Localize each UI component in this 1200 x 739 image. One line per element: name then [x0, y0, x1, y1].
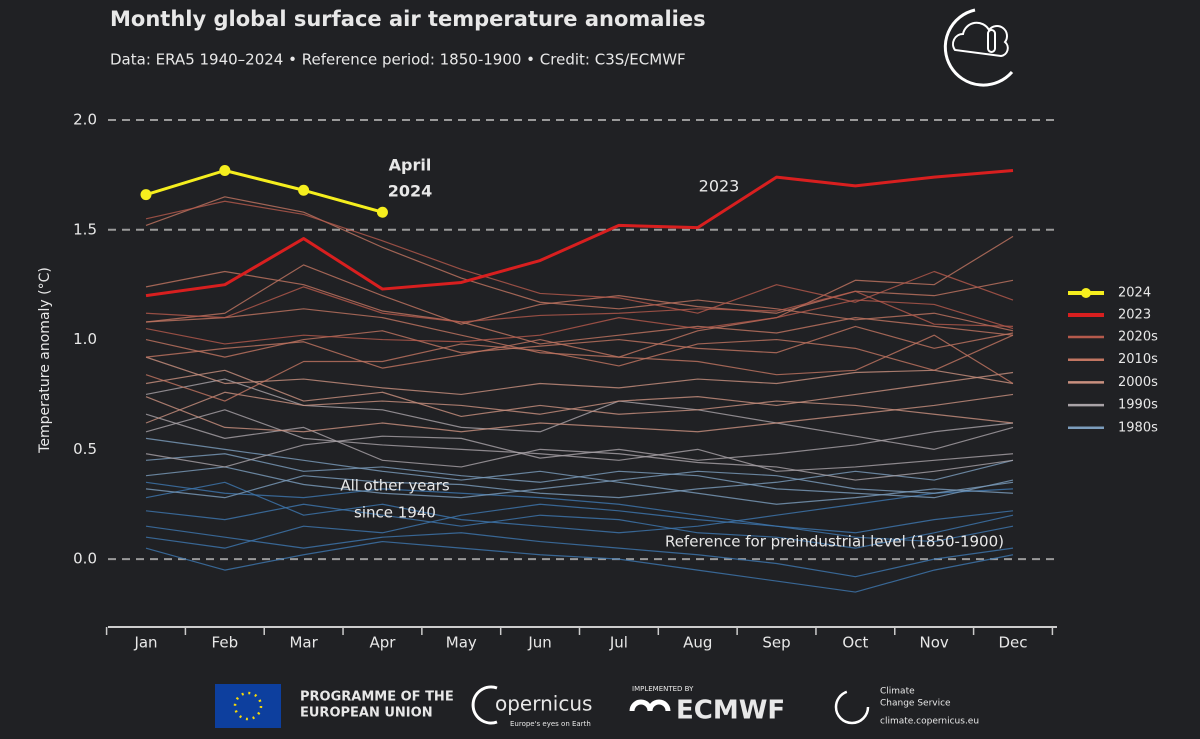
- y-tick-label: 1.0: [73, 330, 97, 348]
- annotation: All other years: [340, 477, 450, 495]
- background-line: [145, 393, 1014, 433]
- copernicus-tag: Europe's eyes on Earth: [510, 720, 591, 728]
- c3s-text: Change Service: [880, 699, 951, 709]
- eu-text: PROGRAMME OF THE: [300, 690, 454, 705]
- background-line: [145, 200, 1014, 314]
- y-tick-label: 1.5: [73, 220, 97, 238]
- footer: PROGRAMME OF THE EUROPEAN UNION opernicu…: [215, 684, 979, 728]
- copernicus-c: [471, 685, 498, 725]
- series-line: [145, 169, 383, 214]
- legend-label: 2010s: [1118, 352, 1158, 367]
- x-tick-label: Feb: [212, 634, 239, 652]
- annotation: since 1940: [354, 504, 436, 522]
- background-line: [145, 525, 1014, 578]
- eu-flag: [215, 684, 281, 728]
- background-line: [145, 540, 1014, 593]
- background-line: [145, 196, 1014, 332]
- x-tick-label: Dec: [998, 634, 1027, 652]
- background-line: [145, 459, 1014, 499]
- background-line: [145, 270, 1014, 345]
- chart-title: Monthly global surface air temperature a…: [110, 7, 706, 31]
- annotation: 2023: [699, 177, 740, 196]
- background-line: [145, 422, 1014, 468]
- y-tick-label: 2.0: [73, 111, 97, 129]
- legend-label: 2000s: [1118, 375, 1158, 390]
- background-line: [145, 308, 1014, 384]
- background-line: [145, 413, 1014, 481]
- background-line: [145, 481, 1014, 534]
- annotation: 2024: [388, 182, 433, 201]
- x-tick-label: Jul: [609, 634, 628, 652]
- x-tick-label: Sep: [762, 634, 790, 652]
- implemented-text: IMPLEMENTED BY: [632, 685, 694, 693]
- chart-subtitle: Data: ERA5 1940–2024 • Reference period:…: [110, 51, 686, 69]
- x-tick-label: Nov: [920, 634, 949, 652]
- background-line: [145, 264, 1014, 325]
- y-tick-label: 0.0: [73, 550, 97, 568]
- ecmwf-text: ECMWF: [676, 696, 785, 726]
- x-tick-label: Apr: [369, 634, 396, 652]
- y-axis-label: Temperature anomaly (°C): [37, 267, 53, 454]
- marker: [219, 165, 231, 176]
- c3s-logo: [834, 689, 870, 725]
- annotation: Reference for preindustrial level (1850-…: [665, 533, 1004, 551]
- background-line: [145, 503, 1014, 549]
- copernicus-text: opernicus: [495, 692, 592, 716]
- background-line: [145, 286, 1014, 327]
- ecmwf-logo: [629, 699, 671, 712]
- background-line: [145, 503, 1014, 549]
- x-tick-label: Mar: [289, 634, 318, 652]
- marker: [376, 206, 388, 218]
- legend-marker: [1081, 288, 1091, 298]
- x-tick-label: Oct: [842, 634, 868, 652]
- marker: [298, 184, 310, 196]
- x-tick-label: Jun: [527, 634, 551, 652]
- eu-stars: [233, 691, 263, 721]
- annotation: April: [389, 156, 432, 175]
- x-tick-label: Jan: [133, 634, 157, 652]
- background-line: [145, 334, 1014, 402]
- background-line: [145, 481, 1014, 534]
- background-line: [145, 369, 1014, 424]
- background-line: [145, 409, 1014, 472]
- background-line: [145, 453, 1014, 499]
- legend-label: 1990s: [1118, 398, 1158, 413]
- background-line: [145, 299, 1014, 345]
- background-line: [145, 437, 1014, 505]
- eu-text: EUROPEAN UNION: [300, 706, 433, 721]
- background-line: [145, 378, 1014, 450]
- legend-label: 1980s: [1118, 420, 1158, 435]
- legend-label: 2020s: [1118, 330, 1158, 345]
- background-line: [145, 466, 1014, 499]
- x-tick-label: May: [446, 634, 477, 652]
- marker: [140, 189, 152, 201]
- background-line: [145, 371, 1014, 424]
- x-tick-label: Aug: [683, 634, 712, 652]
- background-line: [145, 325, 1014, 358]
- y-tick-label: 0.5: [73, 440, 97, 458]
- legend-label: 2023: [1118, 308, 1151, 323]
- c3s-url: climate.copernicus.eu: [880, 717, 979, 727]
- background-line: [145, 356, 1014, 396]
- series-line: [145, 169, 1014, 298]
- c3s-text: Climate: [880, 687, 915, 697]
- legend-label: 2024: [1118, 286, 1151, 301]
- c3s-icon: [943, 8, 1014, 87]
